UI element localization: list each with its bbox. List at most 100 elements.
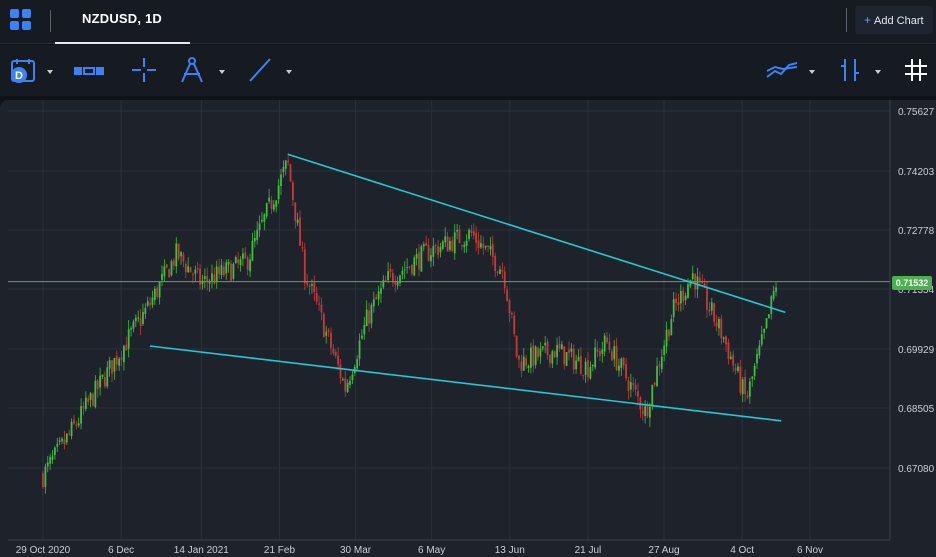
candle-down	[501, 269, 504, 272]
candle-down	[568, 349, 570, 353]
candle-down	[632, 383, 635, 385]
chart-panel	[0, 100, 936, 557]
candle-style-icon[interactable]	[840, 58, 860, 82]
range-icon[interactable]	[73, 64, 105, 78]
candle-up	[430, 255, 432, 262]
candle-down	[518, 355, 520, 360]
trendline-lower[interactable]	[149, 345, 782, 422]
candle-up	[263, 214, 266, 222]
candle-up	[527, 365, 530, 369]
candle-down	[458, 229, 461, 244]
candle-down	[446, 236, 449, 252]
candle-up	[656, 366, 658, 386]
candle-up	[432, 246, 435, 257]
candle-up	[618, 365, 620, 371]
candle-up	[577, 356, 580, 362]
candle-up	[296, 219, 299, 224]
candle-up	[49, 457, 52, 464]
candle-up	[203, 276, 206, 279]
candle-down	[182, 253, 185, 262]
layout-grid-icon[interactable]	[10, 9, 32, 31]
calendar-d-icon[interactable]: D	[10, 57, 38, 85]
y-tick-label: 0.69929	[898, 345, 935, 356]
candle-up	[484, 245, 487, 248]
candle-down	[82, 406, 85, 409]
candle-down	[668, 329, 670, 337]
grid-icon[interactable]	[904, 58, 928, 82]
candle-down	[572, 348, 575, 370]
candle-up	[570, 348, 573, 352]
trendlines[interactable]	[149, 153, 786, 422]
candle-up	[170, 261, 173, 276]
candle-up	[51, 456, 54, 460]
candle-up	[415, 253, 418, 259]
candle-up	[718, 318, 720, 329]
add-chart-button[interactable]: + Add Chart	[855, 6, 933, 34]
x-tick-label: 21 Feb	[264, 545, 296, 556]
candle-down	[537, 347, 539, 358]
candle-up	[575, 360, 578, 370]
candle-down	[292, 182, 294, 201]
chevron-down-icon[interactable]	[219, 70, 225, 74]
price-chart[interactable]: 0.75627 0.74203 0.72778 0.71354 0.69929 0.685…	[0, 100, 936, 557]
indicators-icon[interactable]	[765, 59, 799, 81]
candle-down	[334, 352, 337, 356]
candle-down	[199, 268, 201, 285]
candle-up	[70, 421, 73, 437]
chevron-down-icon[interactable]	[47, 70, 53, 74]
candle-up	[187, 266, 190, 273]
candle-up	[620, 358, 623, 368]
trendline-icon[interactable]	[248, 57, 272, 83]
candle-down	[184, 263, 187, 273]
candle-up	[44, 466, 47, 487]
tab-chart-nzdusd[interactable]: NZDUSD, 1D	[55, 0, 190, 44]
candle-up	[565, 352, 568, 366]
add-chart-label: Add Chart	[874, 15, 924, 27]
chevron-down-icon[interactable]	[875, 70, 881, 74]
candle-down	[213, 274, 216, 284]
candle-down	[746, 395, 749, 398]
candle-down	[487, 245, 489, 247]
candle-up	[613, 346, 616, 360]
candle-up	[251, 240, 254, 261]
candle-down	[553, 351, 556, 358]
y-tick-label: 0.68505	[898, 404, 935, 415]
candle-up	[691, 273, 694, 280]
candle-down	[206, 276, 209, 282]
candle-down	[189, 267, 192, 273]
candle-up	[151, 297, 154, 305]
candle-up	[665, 329, 668, 347]
candle-up	[758, 345, 761, 356]
trendline-upper[interactable]	[287, 153, 786, 314]
candle-down	[103, 377, 106, 387]
candle-down	[713, 303, 716, 322]
compass-icon[interactable]	[178, 56, 206, 84]
candle-up	[175, 243, 178, 267]
candle-up	[696, 276, 699, 290]
candle-up	[56, 443, 59, 447]
candle-up	[61, 438, 63, 442]
candle-up	[272, 204, 275, 210]
candle-down	[120, 357, 123, 360]
chevron-down-icon[interactable]	[286, 70, 292, 74]
candle-up	[94, 380, 97, 408]
chevron-down-icon[interactable]	[809, 70, 815, 74]
candle-up	[77, 423, 80, 426]
candle-down	[437, 246, 439, 255]
candle-down	[42, 473, 44, 488]
candle-down	[451, 240, 454, 251]
candle-down	[708, 309, 711, 312]
candle-up	[603, 335, 606, 352]
candle-down	[315, 293, 318, 302]
candle-up	[258, 223, 261, 230]
candle-up	[670, 319, 673, 336]
candle-up	[480, 243, 482, 248]
tab-label: NZDUSD, 1D	[82, 11, 163, 26]
candle-up	[284, 160, 287, 169]
candle-up	[118, 358, 121, 366]
candle-down	[308, 285, 311, 287]
candle-up	[215, 266, 218, 283]
candle-down	[470, 230, 473, 233]
crosshair-icon[interactable]	[131, 57, 157, 83]
candle-up	[601, 349, 604, 354]
